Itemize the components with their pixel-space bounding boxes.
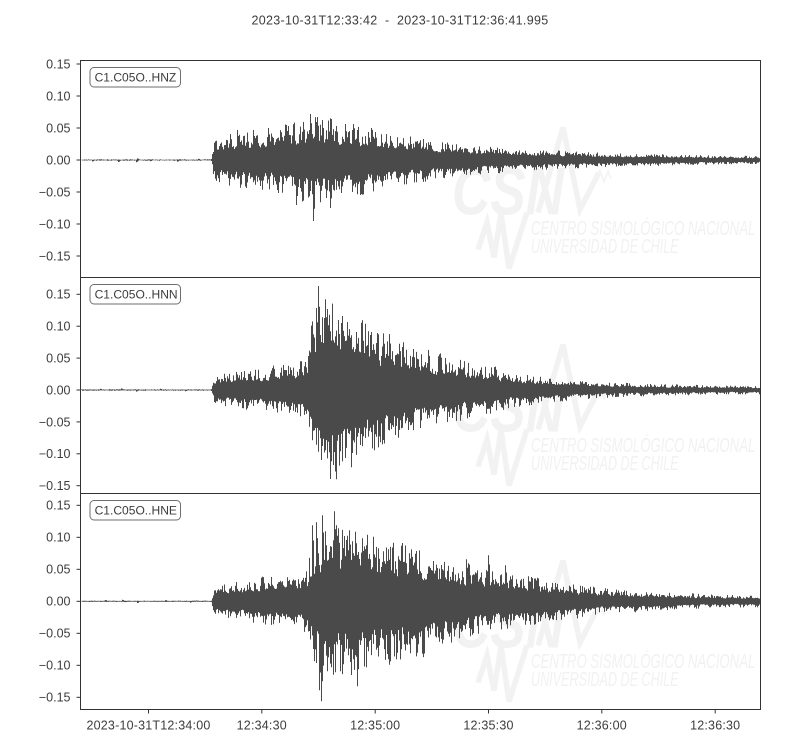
svg-text:C1.C05O..HNZ: C1.C05O..HNZ bbox=[95, 71, 177, 85]
svg-text:2023-10-31T12:33:42 - 2023-1: 2023-10-31T12:33:42 - 2023-10-31T12:36:4… bbox=[252, 14, 549, 28]
svg-text:12:35:00: 12:35:00 bbox=[350, 719, 400, 733]
svg-text:−0.10: −0.10 bbox=[39, 217, 71, 231]
svg-text:0.10: 0.10 bbox=[46, 320, 70, 334]
svg-text:C1.C05O..HNE: C1.C05O..HNE bbox=[95, 504, 177, 518]
svg-text:−0.15: −0.15 bbox=[39, 691, 71, 705]
svg-text:12:36:00: 12:36:00 bbox=[577, 719, 627, 733]
svg-text:0.05: 0.05 bbox=[46, 563, 70, 577]
svg-text:C1.C05O..HNN: C1.C05O..HNN bbox=[95, 288, 178, 302]
svg-text:12:34:30: 12:34:30 bbox=[237, 719, 287, 733]
svg-text:0.00: 0.00 bbox=[46, 595, 70, 609]
svg-text:0.10: 0.10 bbox=[46, 89, 70, 103]
svg-text:0.15: 0.15 bbox=[46, 57, 70, 71]
svg-text:CENTRO SISMOLÓGICO NACIONAL: CENTRO SISMOLÓGICO NACIONAL bbox=[531, 650, 755, 672]
svg-text:12:36:30: 12:36:30 bbox=[690, 719, 740, 733]
svg-text:−0.15: −0.15 bbox=[39, 479, 71, 493]
svg-text:−0.10: −0.10 bbox=[39, 659, 71, 673]
svg-text:0.00: 0.00 bbox=[46, 153, 70, 167]
svg-text:0.10: 0.10 bbox=[46, 531, 70, 545]
svg-text:UNIVERSIDAD DE CHILE: UNIVERSIDAD DE CHILE bbox=[531, 452, 679, 475]
svg-text:12:35:30: 12:35:30 bbox=[463, 719, 513, 733]
svg-text:−0.15: −0.15 bbox=[39, 249, 71, 263]
svg-text:−0.10: −0.10 bbox=[39, 447, 71, 461]
svg-text:0.15: 0.15 bbox=[46, 288, 70, 302]
svg-text:0.00: 0.00 bbox=[46, 383, 70, 397]
svg-text:0.05: 0.05 bbox=[46, 352, 70, 366]
svg-text:2023-10-31T12:34:00: 2023-10-31T12:34:00 bbox=[86, 719, 210, 733]
svg-text:UNIVERSIDAD DE CHILE: UNIVERSIDAD DE CHILE bbox=[531, 235, 679, 258]
svg-text:−0.05: −0.05 bbox=[39, 415, 71, 429]
svg-text:0.05: 0.05 bbox=[46, 121, 70, 135]
svg-text:CENTRO SISMOLÓGICO NACIONAL: CENTRO SISMOLÓGICO NACIONAL bbox=[531, 217, 755, 239]
svg-text:−0.05: −0.05 bbox=[39, 185, 71, 199]
svg-text:0.15: 0.15 bbox=[46, 499, 70, 513]
svg-text:−0.05: −0.05 bbox=[39, 627, 71, 641]
svg-text:CENTRO SISMOLÓGICO NACIONAL: CENTRO SISMOLÓGICO NACIONAL bbox=[531, 434, 755, 456]
svg-text:UNIVERSIDAD DE CHILE: UNIVERSIDAD DE CHILE bbox=[531, 668, 679, 691]
